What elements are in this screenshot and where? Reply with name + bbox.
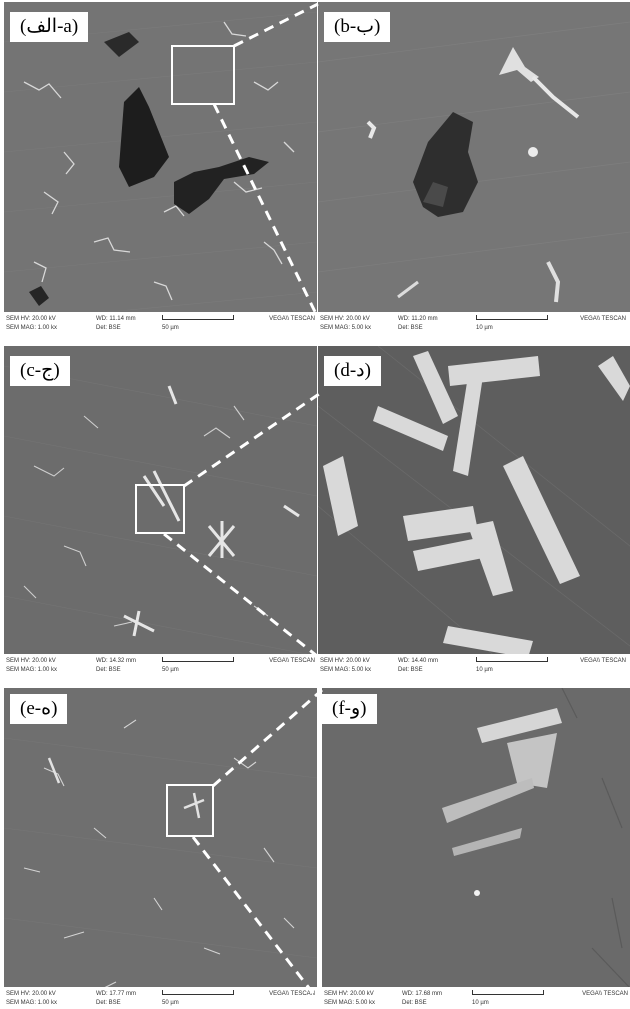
sem-info-bar-e: SEM HV: 20.00 kV SEM MAG: 1.00 kx WD: 17… <box>4 987 317 1009</box>
sem-info-bar-d: SEM HV: 20.00 kV SEM MAG: 5.00 kx WD: 14… <box>318 654 630 676</box>
scale-bar-f <box>472 990 544 995</box>
det-c: Det: BSE <box>96 667 121 673</box>
micrograph-panel-d: (d-د) SEM HV: 20.00 kV SEM MAG: 5.00 kx … <box>318 346 630 676</box>
wd-c: WD: 14.32 mm <box>96 658 137 664</box>
wd-b: WD: 11.20 mm <box>398 316 438 322</box>
sem-hv-b: SEM HV: 20.00 kV <box>320 316 370 322</box>
sem-info-bar-f: SEM HV: 20.00 kV SEM MAG: 5.00 kx WD: 17… <box>322 987 630 1009</box>
scale-label-c: 50 µm <box>162 667 179 673</box>
wd-f: WD: 17.68 mm <box>402 991 443 997</box>
sem-mag-c: SEM MAG: 1.00 kx <box>6 667 58 673</box>
scale-label-b: 10 µm <box>476 325 493 331</box>
micrograph-panel-f: (f-و) SEM HV: 20.00 kV SEM MAG: 5.00 kx … <box>322 688 630 1009</box>
micrograph-panel-e: (e-ه) SEM HV: 20.00 kV SEM MAG: 1.00 kx … <box>4 688 317 1009</box>
sem-image-d <box>318 346 630 676</box>
det-f: Det: BSE <box>402 1000 427 1006</box>
wd-e: WD: 17.77 mm <box>96 991 137 997</box>
brand-f: VEGA\\ TESCAN <box>582 991 628 997</box>
wd-d: WD: 14.40 mm <box>398 658 439 664</box>
det-b: Det: BSE <box>398 325 423 331</box>
sem-info-bar-a: SEM HV: 20.00 kV SEM MAG: 1.00 kx WD: 11… <box>4 312 317 334</box>
sem-mag-e: SEM MAG: 1.00 kx <box>6 1000 58 1006</box>
sem-mag-d: SEM MAG: 5.00 kx <box>320 667 372 673</box>
scale-label-d: 10 µm <box>476 667 493 673</box>
sem-info-bar-c: SEM HV: 20.00 kV SEM MAG: 1.00 kx WD: 14… <box>4 654 317 676</box>
brand-c: VEGA\\ TESCAN <box>269 658 315 664</box>
panel-label-a: (الف-a) <box>10 12 89 42</box>
wd-a: WD: 11.14 mm <box>96 316 136 322</box>
scale-bar-d <box>476 657 548 662</box>
scale-label-e: 50 µm <box>162 1000 179 1006</box>
sem-image-c <box>4 346 317 676</box>
micrograph-panel-b: (b-ب) SEM HV: 20.00 kV SEM MAG: 5.00 kx … <box>318 2 630 334</box>
sem-hv-d: SEM HV: 20.00 kV <box>320 658 370 664</box>
det-a: Det: BSE <box>96 325 121 331</box>
sem-mag-a: SEM MAG: 1.00 kx <box>6 325 58 331</box>
det-d: Det: BSE <box>398 667 423 673</box>
brand-b: VEGA\\ TESCAN <box>580 316 626 322</box>
scale-label-a: 50 µm <box>162 325 179 331</box>
sem-hv-e: SEM HV: 20.00 kV <box>6 991 56 997</box>
scale-bar-b <box>476 315 548 320</box>
panel-label-e: (e-ه) <box>10 694 68 724</box>
sem-image-a <box>4 2 317 334</box>
brand-d: VEGA\\ TESCAN <box>580 658 626 664</box>
scale-bar-e <box>162 990 234 995</box>
sem-info-bar-b: SEM HV: 20.00 kV SEM MAG: 5.00 kx WD: 11… <box>318 312 630 334</box>
det-e: Det: BSE <box>96 1000 121 1006</box>
panel-label-c: (c-ج) <box>10 356 70 386</box>
micrograph-panel-c: (c-ج) SEM HV: 20.00 kV SEM MAG: 1.00 kx … <box>4 346 317 676</box>
scale-bar-a <box>162 315 234 320</box>
micrograph-panel-a: (الف-a) SEM HV: 20.00 kV SEM MAG: 1.00 k… <box>4 2 317 334</box>
sem-mag-b: SEM MAG: 5.00 kx <box>320 325 372 331</box>
sem-hv-a: SEM HV: 20.00 kV <box>6 316 56 322</box>
sem-hv-f: SEM HV: 20.00 kV <box>324 991 374 997</box>
sem-image-f <box>322 688 630 1009</box>
sem-hv-c: SEM HV: 20.00 kV <box>6 658 56 664</box>
sem-image-b <box>318 2 630 334</box>
sem-mag-f: SEM MAG: 5.00 kx <box>324 1000 376 1006</box>
brand-e: VEGA\\ TESCAN <box>269 991 315 997</box>
panel-label-f: (f-و) <box>322 694 377 724</box>
scale-label-f: 10 µm <box>472 1000 489 1006</box>
panel-label-b: (b-ب) <box>324 12 391 42</box>
sem-image-e <box>4 688 317 1009</box>
panel-label-d: (d-د) <box>324 356 381 386</box>
scale-bar-c <box>162 657 234 662</box>
brand-a: VEGA\\ TESCAN <box>269 316 315 322</box>
